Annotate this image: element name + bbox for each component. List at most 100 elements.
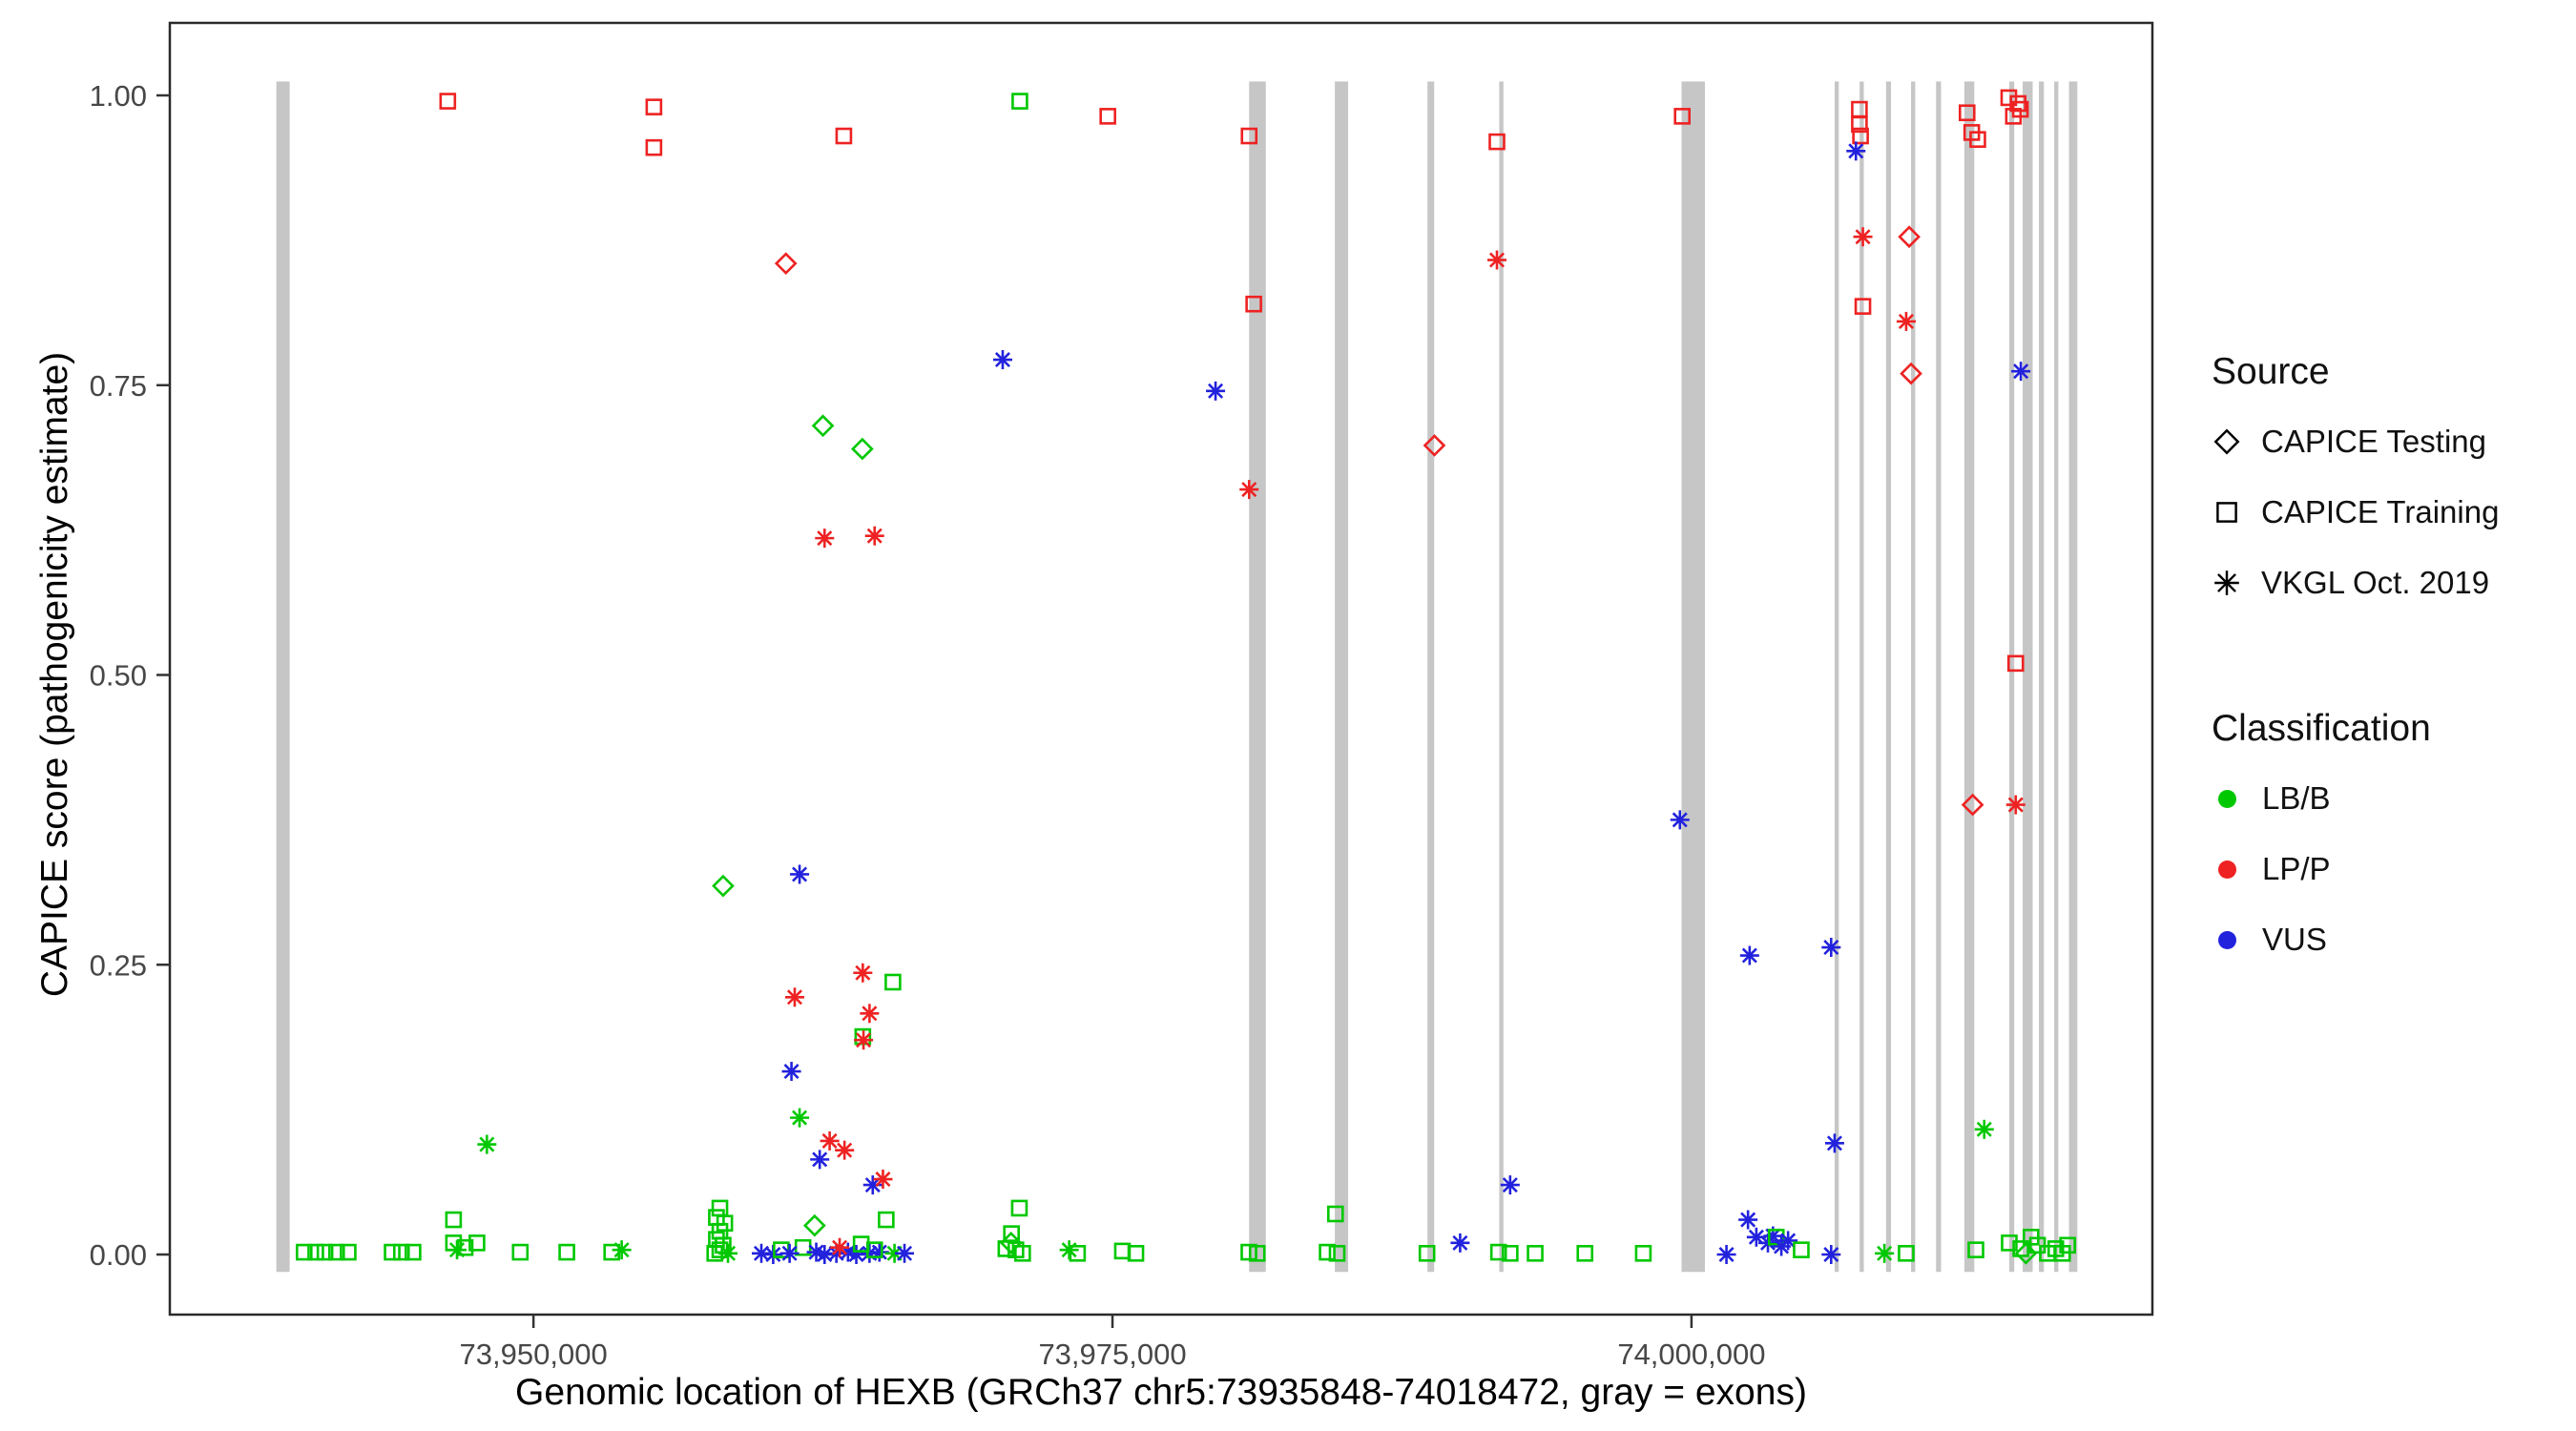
data-point-square xyxy=(835,127,853,145)
legend-source-title: Source xyxy=(2212,351,2330,392)
data-point-asterisk xyxy=(1206,381,1226,401)
data-point-asterisk xyxy=(895,1243,915,1263)
plot-panel xyxy=(168,21,2154,1317)
exon-bar xyxy=(2008,81,2015,1273)
data-point-square xyxy=(1248,1244,1266,1262)
data-point-square xyxy=(405,1243,422,1261)
data-point-asterisk xyxy=(2011,362,2031,382)
legend-item-label: CAPICE Testing xyxy=(2261,424,2486,459)
asterisk-icon xyxy=(2214,570,2239,595)
legend-item-label: LP/P xyxy=(2262,851,2331,886)
data-point-square xyxy=(456,1238,474,1256)
data-point-asterisk xyxy=(835,1140,855,1160)
data-point-square xyxy=(1793,1241,1810,1258)
data-point-square xyxy=(1527,1244,1544,1262)
data-point-square xyxy=(2006,654,2025,673)
green-dot-icon xyxy=(2218,789,2236,808)
legend-item-label: CAPICE Training xyxy=(2261,494,2500,529)
data-point-square xyxy=(384,1243,401,1261)
data-point-diamond xyxy=(1423,434,1446,457)
exon-bar xyxy=(2054,81,2059,1273)
data-point-asterisk xyxy=(1875,1243,1895,1263)
data-point-square xyxy=(2009,94,2027,113)
data-point-square xyxy=(307,1243,324,1261)
data-point-asterisk xyxy=(820,1130,840,1151)
y-tick-label: 0.75 xyxy=(90,369,147,403)
data-point-asterisk xyxy=(1500,1175,1520,1195)
data-point-diamond xyxy=(802,1213,826,1237)
y-tick-label: 0.25 xyxy=(90,948,147,982)
data-point-square xyxy=(1489,1243,1507,1261)
data-point-square xyxy=(316,1243,334,1261)
data-point-diamond xyxy=(774,252,798,276)
data-point-square xyxy=(1014,1244,1031,1262)
data-point-square xyxy=(1245,295,1262,313)
data-point-asterisk xyxy=(1853,227,1873,247)
y-tick-label: 1.00 xyxy=(90,79,147,113)
y-axis-title: CAPICE score (pathogenicity estimate) xyxy=(34,351,75,998)
data-point-diamond xyxy=(712,874,735,898)
data-point-asterisk xyxy=(862,1175,883,1195)
data-point-square xyxy=(865,1241,883,1258)
legend-item-vus: VUS xyxy=(2212,922,2565,958)
data-point-square xyxy=(1240,127,1258,145)
legend: Source CAPICE Testing CAPICE Training xyxy=(2212,351,2565,992)
data-point-square xyxy=(1003,1225,1020,1242)
exon-bar xyxy=(1335,81,1349,1273)
data-point-square xyxy=(1069,1244,1087,1262)
data-point-square xyxy=(340,1243,357,1261)
exon-bar xyxy=(1499,81,1504,1273)
data-point-asterisk xyxy=(1716,1245,1736,1264)
data-point-square xyxy=(1898,1244,1915,1262)
y-tick-label: 0.50 xyxy=(90,659,147,693)
data-point-square xyxy=(1958,104,1976,122)
data-point-square xyxy=(2012,1240,2029,1257)
data-point-square xyxy=(1010,1199,1028,1217)
data-point-square xyxy=(511,1243,530,1261)
data-point-asterisk xyxy=(864,526,884,546)
legend-item-label: LB/B xyxy=(2262,780,2331,816)
data-point-square xyxy=(1673,108,1692,125)
data-point-square xyxy=(1127,1244,1145,1262)
data-point-square xyxy=(1854,298,1872,315)
exon-bar xyxy=(276,81,290,1273)
data-point-square xyxy=(392,1243,410,1261)
data-point-asterisk xyxy=(1896,311,1916,331)
data-point-diamond xyxy=(1900,362,1922,385)
y-tick-label: 0.00 xyxy=(90,1238,147,1272)
data-point-square xyxy=(1326,1205,1344,1223)
data-point-asterisk xyxy=(779,1243,800,1263)
exon-bar xyxy=(1834,81,1839,1273)
exon-bar xyxy=(2039,81,2045,1273)
legend-item-capice-training: CAPICE Training xyxy=(2212,494,2565,530)
data-point-asterisk xyxy=(1778,1231,1798,1251)
data-point-square xyxy=(1634,1244,1652,1262)
data-point-asterisk xyxy=(1738,1210,1758,1230)
data-point-asterisk xyxy=(1670,810,1690,830)
data-point-asterisk xyxy=(1739,945,1759,965)
data-point-asterisk xyxy=(781,1062,801,1082)
data-point-diamond xyxy=(1898,225,1921,249)
exon-bar xyxy=(1681,81,1705,1273)
data-point-square xyxy=(1011,93,1028,110)
data-point-square xyxy=(558,1243,575,1261)
data-point-asterisk xyxy=(790,864,810,884)
diamond-icon xyxy=(2213,428,2240,455)
data-point-asterisk xyxy=(477,1134,497,1154)
data-point-square xyxy=(1328,1244,1346,1262)
legend-item-label: VKGL Oct. 2019 xyxy=(2261,565,2490,600)
data-point-square xyxy=(295,1243,313,1261)
data-point-asterisk xyxy=(1450,1233,1470,1253)
data-point-diamond xyxy=(811,414,835,438)
data-point-square xyxy=(445,1211,463,1229)
red-dot-icon xyxy=(2218,860,2236,879)
data-point-asterisk xyxy=(784,987,804,1007)
data-point-asterisk xyxy=(853,963,873,983)
data-point-asterisk xyxy=(815,529,835,549)
legend-item-lbb: LB/B xyxy=(2212,780,2565,817)
data-point-square xyxy=(2001,1234,2018,1252)
data-point-square xyxy=(1502,1244,1519,1262)
x-axis-title: Genomic location of HEXB (GRCh37 chr5:73… xyxy=(515,1372,1807,1413)
